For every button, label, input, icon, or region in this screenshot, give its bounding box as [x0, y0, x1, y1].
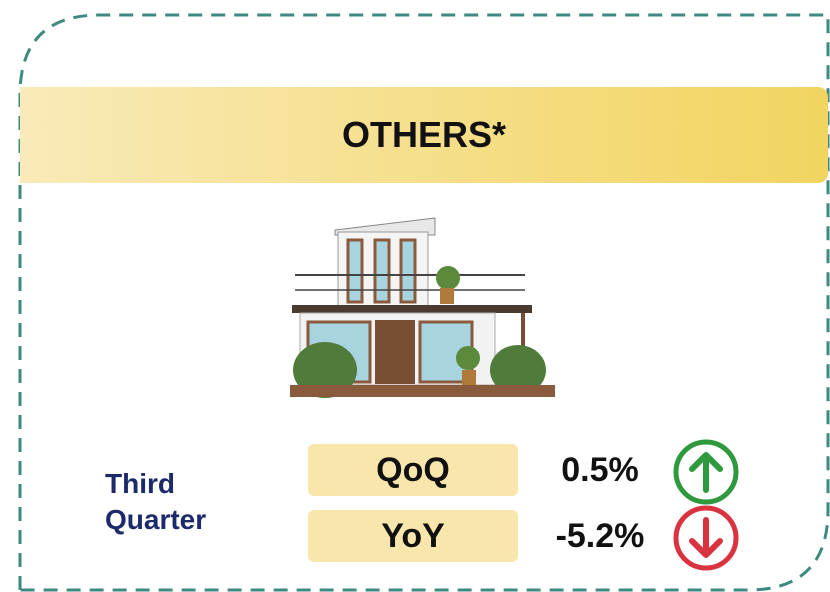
metric-label: QoQ — [376, 450, 450, 489]
metric-label: YoY — [381, 516, 445, 555]
title: OTHERS* — [341, 114, 507, 155]
down-arrow-icon — [673, 505, 739, 571]
metric-value: -5.2% — [555, 516, 645, 555]
metric-label-box: QoQ — [308, 444, 518, 496]
dashed-border — [18, 13, 830, 592]
metric-label-box: YoY — [308, 510, 518, 562]
house-illustration — [290, 217, 555, 398]
up-arrow-icon — [673, 439, 739, 505]
trend-icons — [673, 439, 739, 571]
metric-value: 0.5% — [561, 450, 639, 489]
title-banner: OTHERS* — [20, 87, 828, 183]
period-label: Third Quarter — [105, 468, 207, 535]
